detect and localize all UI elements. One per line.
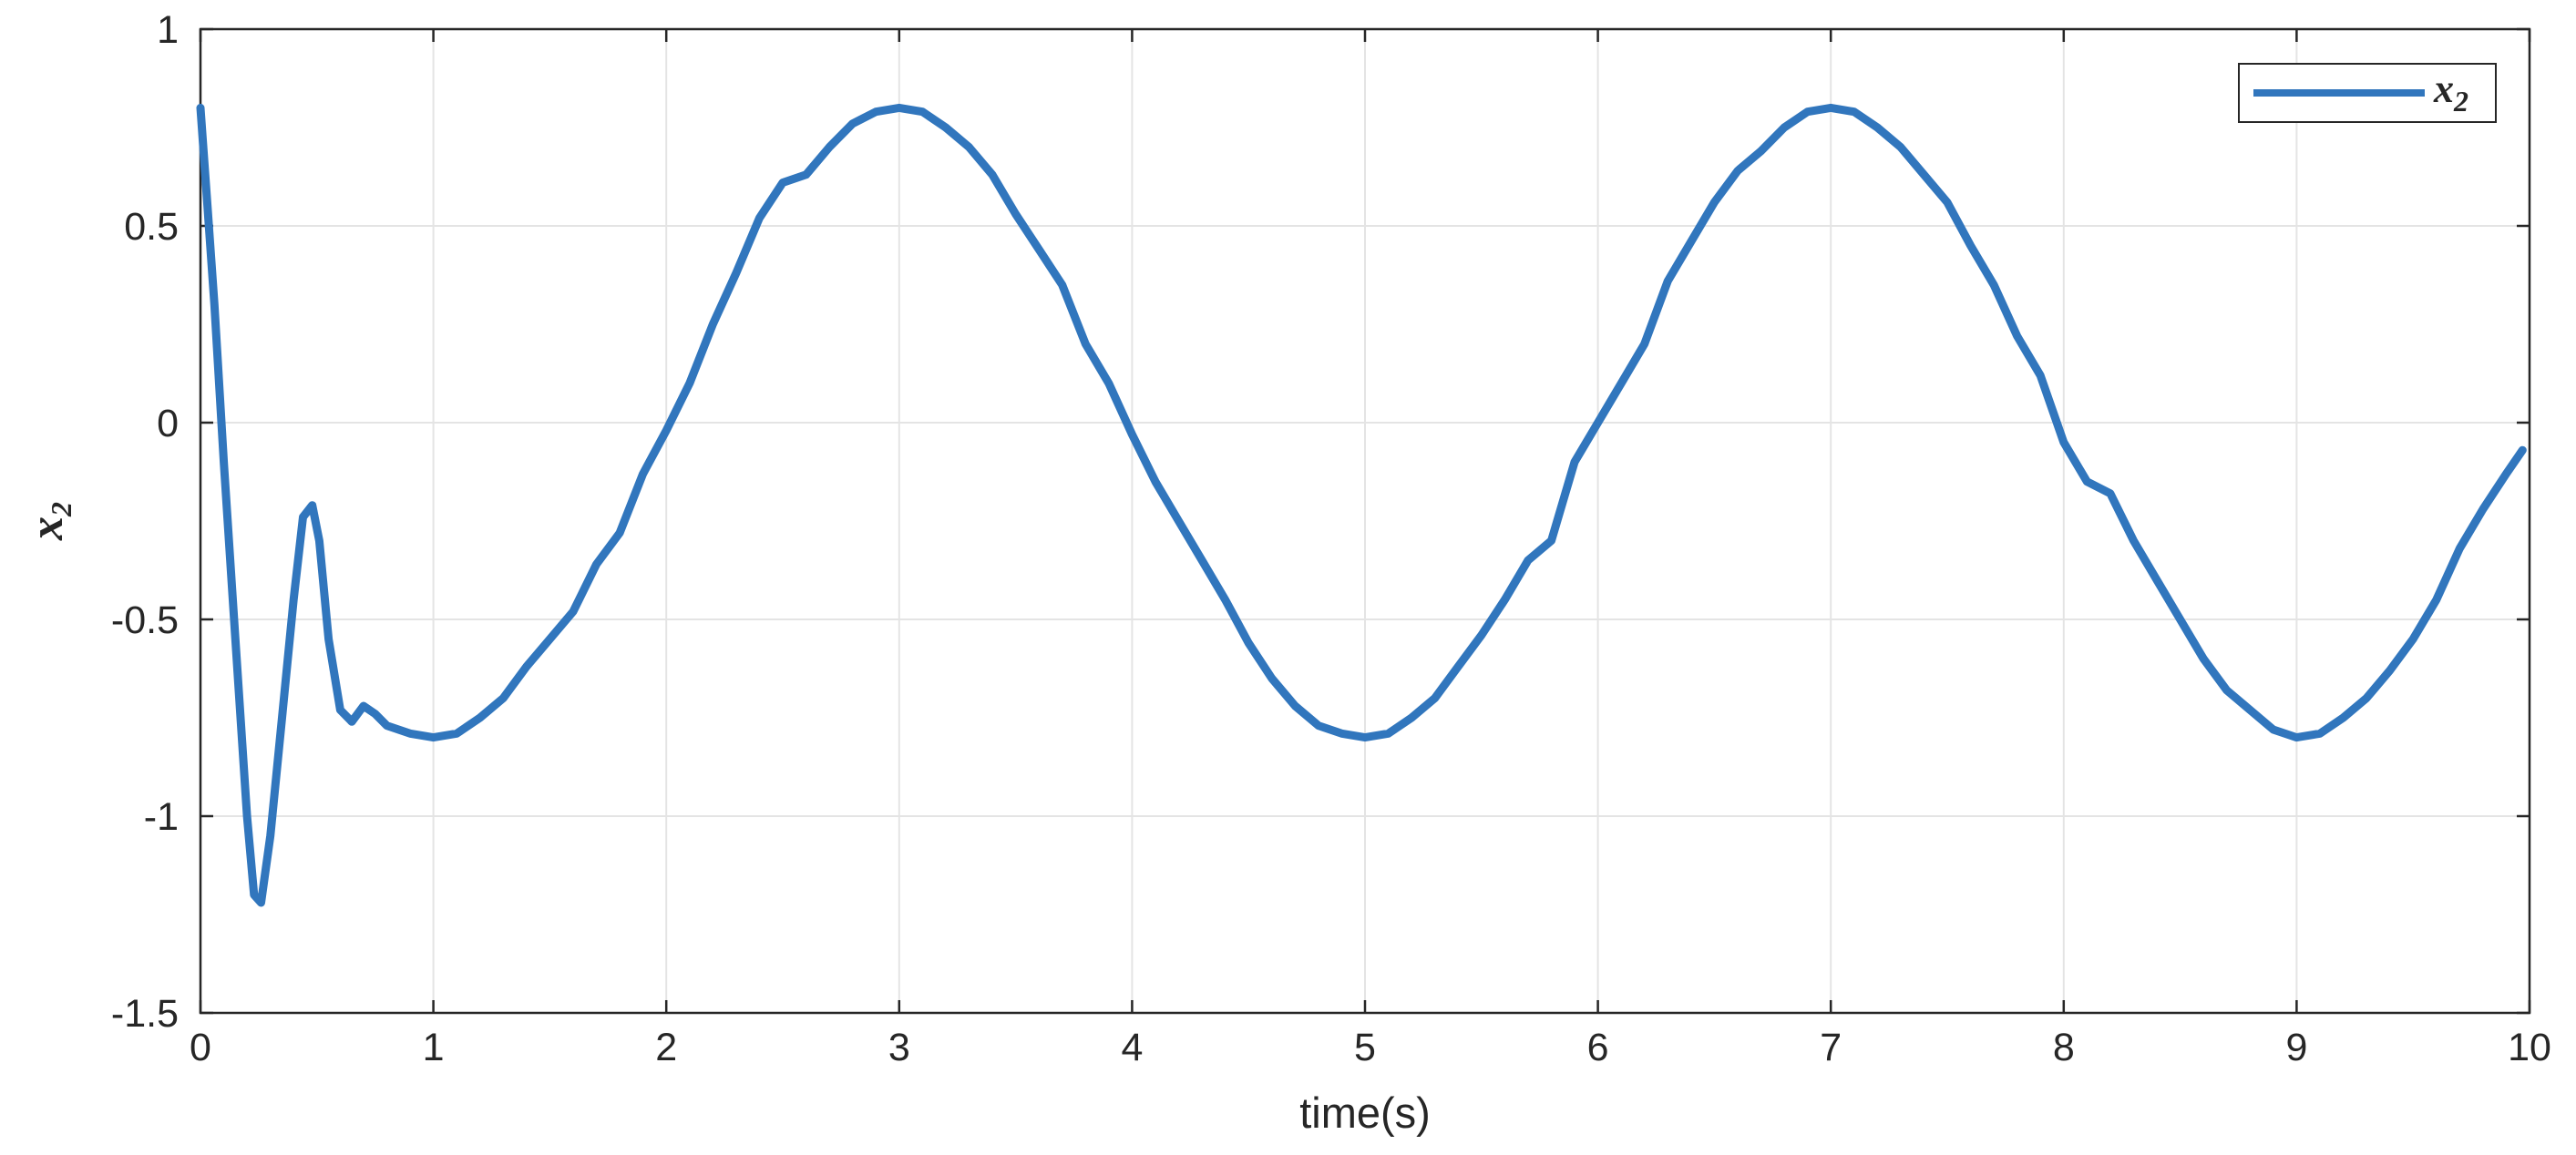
x-tick-label: 10	[2508, 1026, 2551, 1069]
x-tick-label: 6	[1587, 1026, 1609, 1069]
y-tick-label: 0	[157, 402, 179, 445]
y-tick-label: -0.5	[111, 598, 179, 642]
series-line-x2	[196, 103, 2527, 907]
y-tick-label: -1.5	[111, 992, 179, 1036]
x-tick-label: 9	[2285, 1026, 2307, 1069]
x-tick-label: 0	[190, 1026, 211, 1069]
x-tick-label: 7	[1820, 1026, 1842, 1069]
y-axis-label-main: x	[21, 516, 73, 541]
legend-label-subscript: 2	[2453, 85, 2468, 118]
x-tick-label: 4	[1121, 1026, 1143, 1069]
y-tick-label: -1	[144, 795, 179, 839]
y-tick-labels: -1.5 -1 -0.5 0 0.5 1	[111, 8, 179, 1036]
y-tick-label: 0.5	[124, 205, 179, 249]
series-group	[196, 103, 2527, 907]
y-axis-label-subscript: 2	[45, 502, 77, 517]
x-tick-label: 2	[655, 1026, 677, 1069]
x-tick-label: 3	[888, 1026, 910, 1069]
x-tick-label: 1	[423, 1026, 445, 1069]
legend: x2	[2238, 63, 2497, 123]
x-tick-label: 5	[1354, 1026, 1376, 1069]
y-axis-label: x2	[21, 502, 77, 541]
y-tick-label: 1	[157, 8, 179, 52]
x-axis-label: time(s)	[1299, 1089, 1431, 1137]
x-tick-labels: 0 1 2 3 4 5 6 7 8 9 10	[190, 1026, 2551, 1069]
legend-label-main: x	[2433, 66, 2454, 111]
svg-text:x2: x2	[21, 502, 77, 541]
legend-label: x2	[2433, 66, 2468, 118]
tick-marks	[199, 27, 2531, 1015]
x-tick-label: 8	[2053, 1026, 2075, 1069]
